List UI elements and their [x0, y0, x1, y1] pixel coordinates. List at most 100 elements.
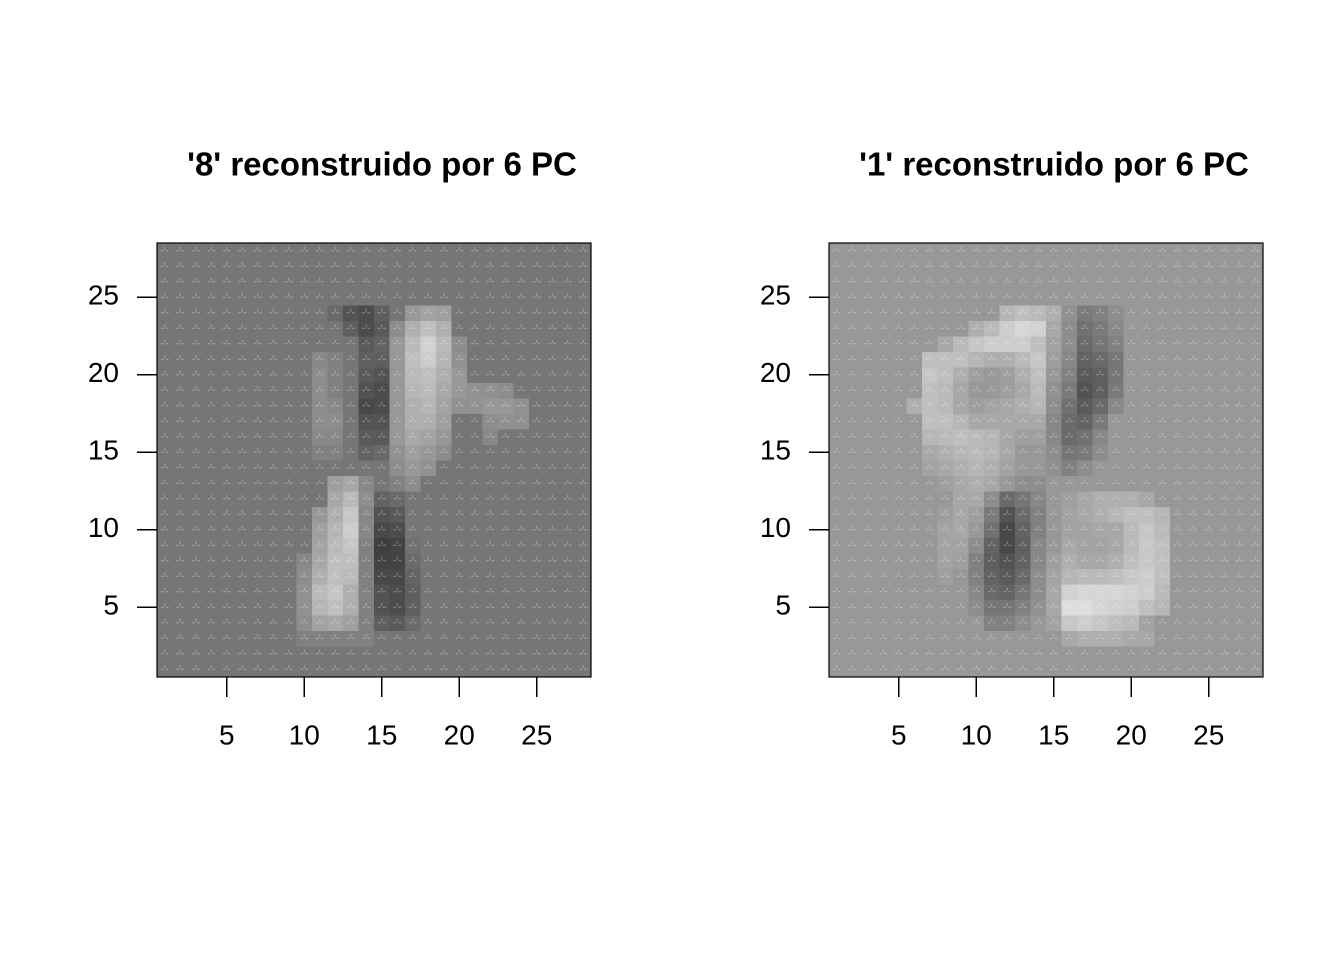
- cell-marker: [879, 510, 888, 515]
- cell-marker: [176, 603, 185, 608]
- cell: [937, 382, 954, 399]
- cell-marker: [956, 277, 965, 283]
- cell: [529, 320, 545, 337]
- cell: [1061, 243, 1078, 259]
- cell: [953, 274, 969, 290]
- cell: [844, 444, 861, 461]
- cell-marker: [910, 262, 919, 267]
- cell-marker: [1204, 308, 1213, 314]
- cell: [358, 305, 375, 321]
- cell: [498, 258, 514, 275]
- cell-marker: [1018, 556, 1027, 562]
- cell: [1030, 398, 1047, 414]
- cell-marker: [1173, 448, 1182, 453]
- cell-marker: [910, 463, 919, 469]
- cell-marker: [863, 665, 872, 670]
- cell-marker: [486, 556, 495, 562]
- cell-marker: [331, 324, 340, 329]
- cell-marker: [284, 277, 293, 283]
- cell-marker: [501, 541, 510, 546]
- cell-marker: [1251, 665, 1260, 670]
- cell: [343, 568, 359, 585]
- cell-marker: [470, 649, 479, 655]
- cell-marker: [408, 386, 417, 391]
- cell-marker: [1049, 479, 1058, 484]
- cell-marker: [548, 510, 557, 515]
- cell-marker: [956, 417, 965, 422]
- cell: [343, 444, 359, 461]
- cell-marker: [207, 525, 216, 531]
- cell: [953, 491, 969, 507]
- cell-marker: [1173, 262, 1182, 267]
- cell: [343, 320, 359, 337]
- cell: [188, 460, 204, 476]
- cell: [1170, 444, 1186, 461]
- cell: [1108, 522, 1124, 538]
- cell: [234, 475, 251, 492]
- cell-marker: [894, 339, 903, 345]
- cell-marker: [1034, 603, 1043, 608]
- cell: [968, 460, 985, 476]
- cell: [829, 553, 845, 569]
- cell: [389, 630, 406, 647]
- cell: [1201, 243, 1217, 259]
- cell: [1185, 258, 1202, 275]
- cell-marker: [424, 541, 433, 546]
- cell: [1092, 289, 1109, 306]
- cell: [1139, 506, 1155, 523]
- cell: [968, 305, 985, 321]
- cell: [829, 460, 845, 476]
- cell: [937, 336, 954, 352]
- cell-marker: [1080, 463, 1089, 469]
- cell: [1077, 320, 1093, 337]
- cell: [203, 305, 220, 321]
- cell: [312, 491, 328, 507]
- cell-marker: [1127, 587, 1136, 593]
- cell: [420, 429, 437, 445]
- cell-marker: [517, 603, 526, 608]
- cell-marker: [1142, 246, 1151, 252]
- cell: [451, 320, 468, 337]
- cell: [188, 599, 204, 616]
- cell-marker: [879, 649, 888, 655]
- cell-marker: [486, 494, 495, 500]
- cell-marker: [501, 308, 510, 314]
- cell: [1092, 444, 1109, 461]
- cell: [844, 599, 861, 616]
- cell-marker: [1080, 246, 1089, 252]
- cell-marker: [253, 479, 262, 484]
- cell: [1123, 553, 1140, 569]
- cell-marker: [548, 463, 557, 469]
- cell-marker: [238, 308, 247, 314]
- cell: [968, 491, 985, 507]
- cell: [968, 258, 985, 275]
- cell: [172, 599, 189, 616]
- cell-marker: [517, 479, 526, 484]
- cell: [374, 444, 390, 461]
- cell: [1015, 413, 1031, 430]
- cell-marker: [1096, 308, 1105, 314]
- cell-marker: [1096, 262, 1105, 267]
- cell-marker: [1204, 649, 1213, 655]
- cell-marker: [393, 293, 402, 298]
- cell: [1061, 351, 1078, 368]
- cell-marker: [1049, 510, 1058, 515]
- cell-marker: [1080, 370, 1089, 376]
- cell: [1216, 522, 1233, 538]
- cell-marker: [1096, 572, 1105, 577]
- cell: [860, 444, 876, 461]
- cell: [575, 351, 592, 368]
- cell-marker: [1173, 386, 1182, 391]
- cell: [157, 630, 173, 647]
- x-tick-label: 20: [1116, 719, 1147, 750]
- cell: [219, 506, 235, 523]
- cell-marker: [1142, 556, 1151, 562]
- cell: [513, 305, 530, 321]
- cell-marker: [941, 572, 950, 577]
- cell: [250, 537, 266, 554]
- cell: [436, 351, 452, 368]
- cell-marker: [1065, 277, 1074, 283]
- cell: [984, 444, 1000, 461]
- cell-marker: [910, 308, 919, 314]
- cell-marker: [941, 339, 950, 345]
